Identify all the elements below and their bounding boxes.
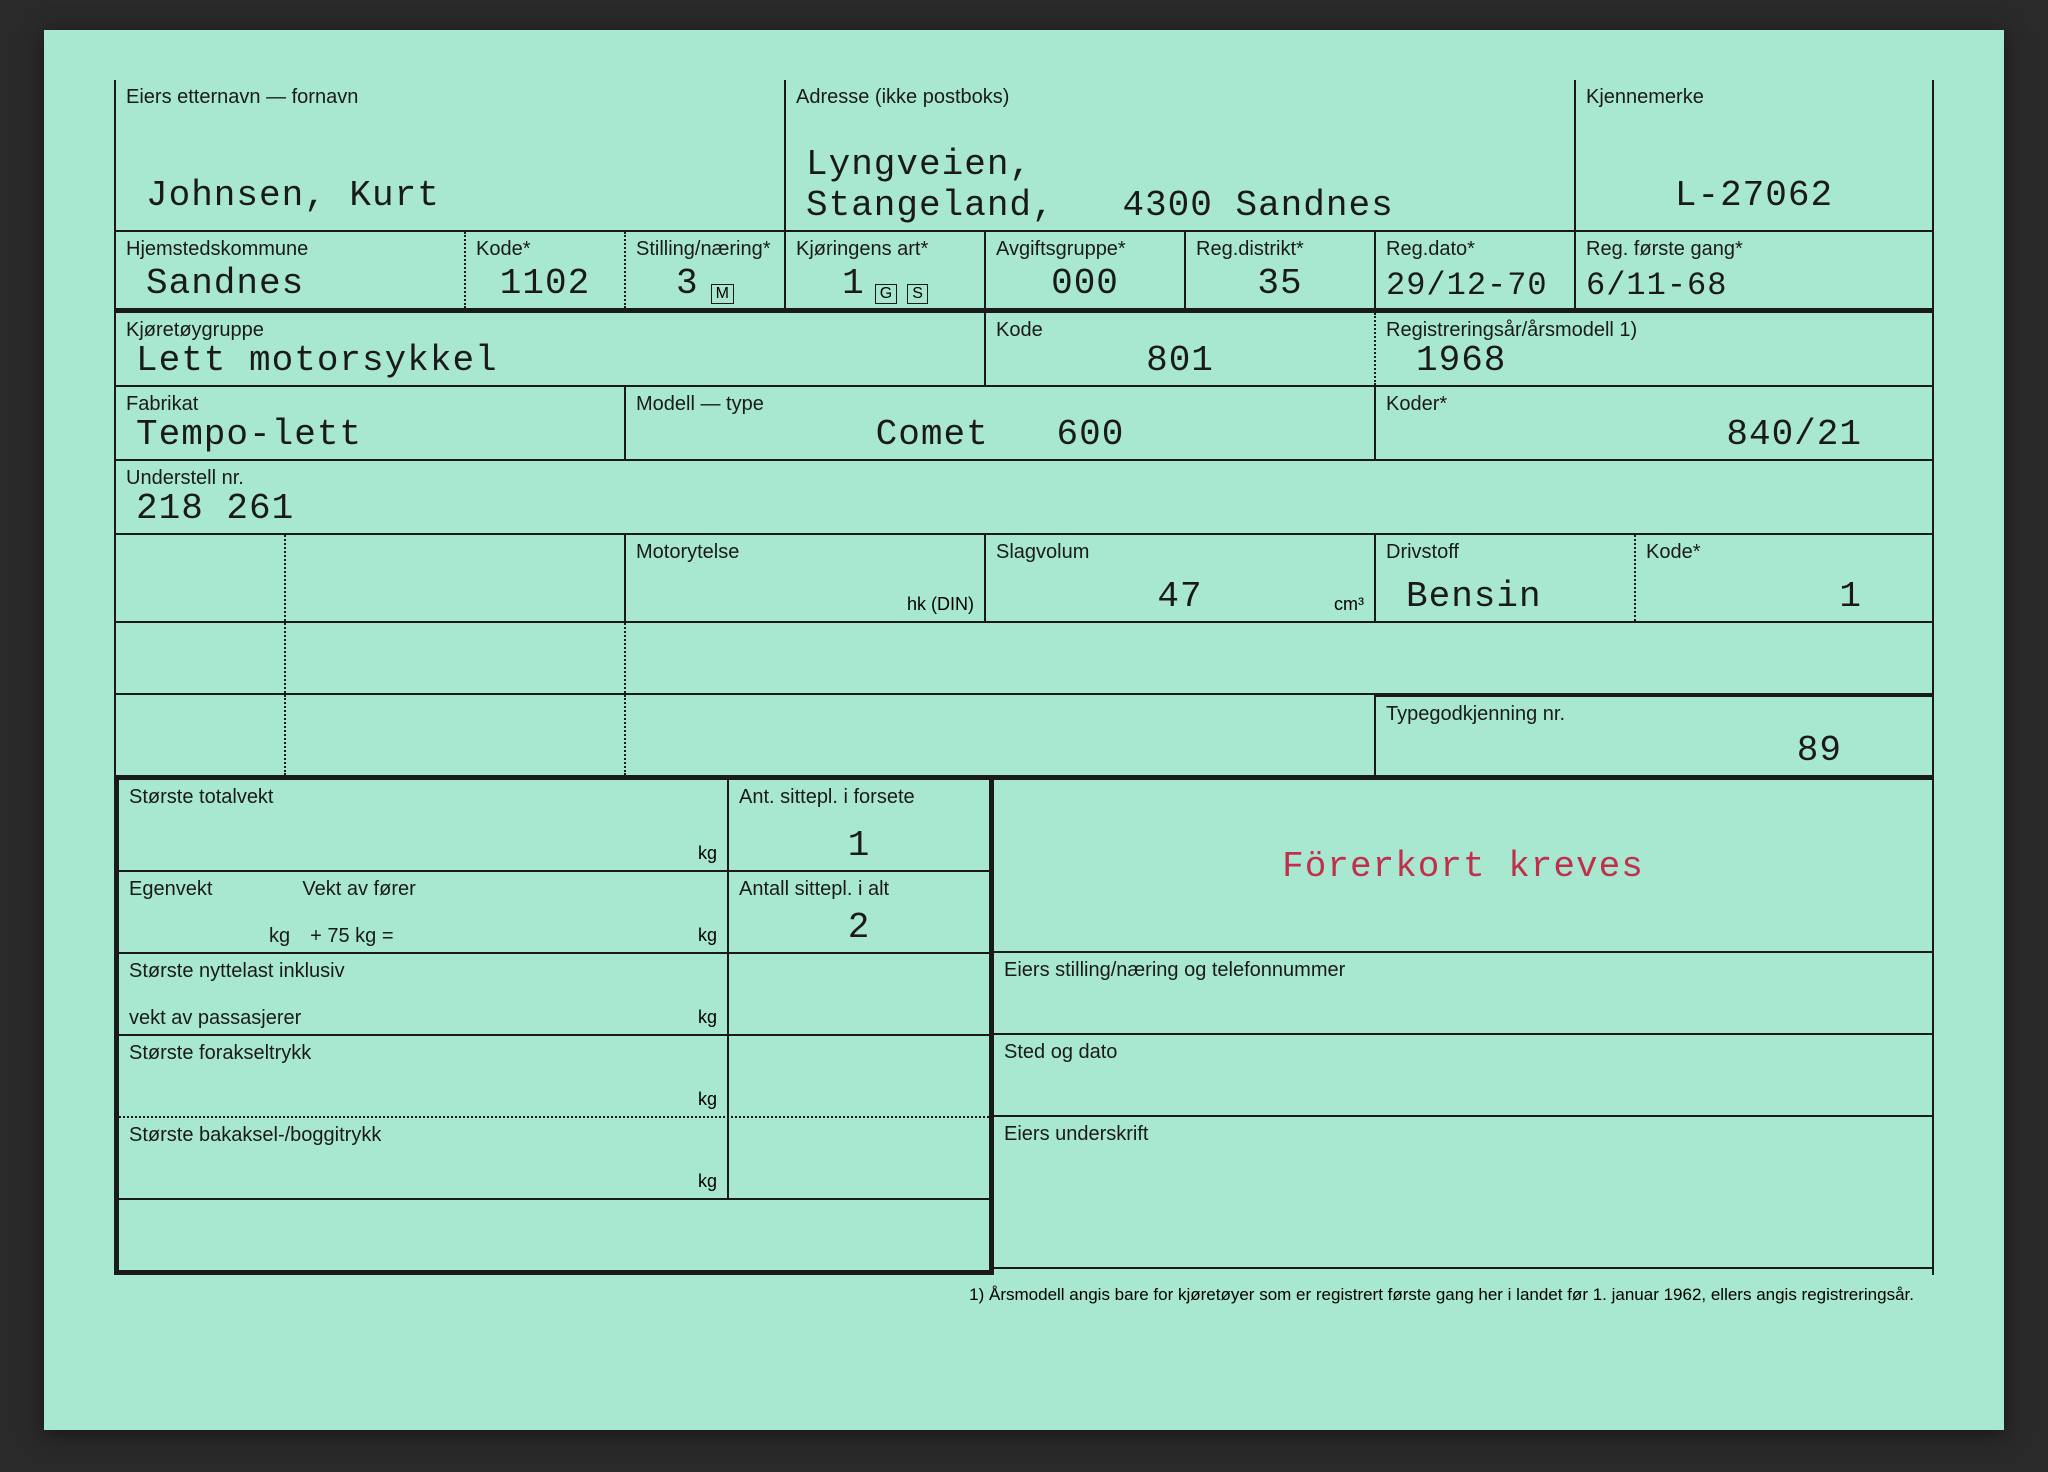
registration-card: Eiers etternavn — fornavn Johnsen, Kurt … <box>44 30 2004 1430</box>
value-reg-district: 35 <box>1196 263 1364 304</box>
label-front-seats: Ant. sittepl. i forsete <box>739 786 979 809</box>
box-m: M <box>711 284 734 304</box>
value-occupation: 3 <box>676 263 699 304</box>
value-muni-code: 1102 <box>476 263 614 304</box>
row-3: Kjøretøygruppe Lett motorsykkel Kode 801… <box>114 313 1934 387</box>
row-5: Understell nr. 218 261 <box>114 461 1934 535</box>
row-2: Hjemstedskommune Sandnes Kode* 1102 Stil… <box>114 232 1934 313</box>
unit-kg-1: kg <box>698 843 717 864</box>
label-reg-date: Reg.dato* <box>1386 238 1564 261</box>
row-7 <box>114 623 1934 695</box>
value-address-1: Lyngveien, <box>806 144 1564 185</box>
row-front-axle: Største forakseltrykk kg <box>119 1036 989 1118</box>
label-type-approval: Typegodkjenning nr. <box>1386 703 1922 726</box>
unit-kg-2: kg <box>269 925 290 948</box>
weight-section: Største totalvekt kg Ant. sittepl. i for… <box>114 775 1934 1275</box>
label-gross-weight: Største totalvekt <box>129 786 717 809</box>
value-model: Comet 600 <box>636 414 1364 455</box>
value-koder: 840/21 <box>1386 414 1922 455</box>
label-model: Modell — type <box>636 393 1364 416</box>
value-fuel-code: 1 <box>1646 576 1922 617</box>
label-rear-axle: Største bakaksel-/boggitrykk <box>129 1124 717 1147</box>
stamp-license-required: Förerkort kreves <box>1282 846 1644 887</box>
value-address-2: Stangeland, 4300 Sandnes <box>806 185 1564 226</box>
value-reg-first: 6/11-68 <box>1586 267 1922 304</box>
label-owner-occ-phone: Eiers stilling/næring og telefonnummer <box>1004 959 1922 982</box>
unit-kg-3: kg <box>698 925 717 946</box>
label-cm3: cm³ <box>1334 594 1364 615</box>
value-reg-date: 29/12-70 <box>1386 267 1564 304</box>
value-vehicle-group: Lett motorsykkel <box>126 340 974 381</box>
label-address: Adresse (ikke postboks) <box>796 86 1564 109</box>
row-gross: Største totalvekt kg Ant. sittepl. i for… <box>119 780 989 872</box>
label-occupation: Stilling/næring* <box>636 238 774 261</box>
label-vg-code: Kode <box>996 319 1364 342</box>
label-curb-weight: Egenvekt <box>129 878 212 901</box>
row-header: Eiers etternavn — fornavn Johnsen, Kurt … <box>114 80 1934 232</box>
label-plus75: + 75 kg = <box>310 925 393 948</box>
label-reg-first: Reg. første gang* <box>1586 238 1922 261</box>
row-bottom-blank <box>119 1200 989 1270</box>
label-fee-group: Avgiftsgruppe* <box>996 238 1174 261</box>
label-displacement: Slagvolum <box>996 541 1364 564</box>
label-place-date: Sted og dato <box>1004 1041 1922 1064</box>
value-vg-code: 801 <box>996 340 1364 381</box>
label-fuel-code: Kode* <box>1646 541 1922 564</box>
value-chassis: 218 261 <box>126 488 1922 529</box>
label-koder: Koder* <box>1386 393 1922 416</box>
value-reg-year: 1968 <box>1386 340 1922 381</box>
label-chassis: Understell nr. <box>126 467 1922 490</box>
value-front-seats: 1 <box>739 825 979 866</box>
footnote: 1) Årsmodell angis bare for kjøretøyer s… <box>114 1275 1934 1305</box>
label-payload2: vekt av passasjerer <box>129 1007 717 1030</box>
unit-kg-4: kg <box>698 1007 717 1028</box>
label-total-seats: Antall sittepl. i alt <box>739 878 979 901</box>
unit-kg-5: kg <box>698 1089 717 1110</box>
label-reg-year: Registreringsår/årsmodell 1) <box>1386 319 1922 342</box>
row-6: Motorytelse hk (DIN) Slagvolum 47 cm³ Dr… <box>114 535 1934 623</box>
value-plate: L-27062 <box>1586 175 1922 226</box>
label-payload: Største nyttelast inklusiv <box>129 960 717 983</box>
label-code: Kode* <box>476 238 614 261</box>
value-fuel: Bensin <box>1386 576 1624 617</box>
row-place-date: Sted og dato <box>994 1035 1932 1117</box>
label-engine-power: Motorytelse <box>636 541 974 564</box>
row-stamp: Förerkort kreves <box>994 780 1932 953</box>
value-owner-name: Johnsen, Kurt <box>126 175 774 226</box>
box-g: G <box>875 284 897 304</box>
label-reg-district: Reg.distrikt* <box>1196 238 1364 261</box>
value-municipality: Sandnes <box>126 263 454 304</box>
row-curb: Egenvekt Vekt av fører kg + 75 kg = kg A… <box>119 872 989 954</box>
label-hk: hk (DIN) <box>907 594 974 615</box>
row-owner-phone: Eiers stilling/næring og telefonnummer <box>994 953 1932 1035</box>
label-driver-weight: Vekt av fører <box>302 878 415 901</box>
box-s: S <box>907 284 928 304</box>
value-fee-group: 000 <box>996 263 1174 304</box>
label-make: Fabrikat <box>126 393 614 416</box>
row-4: Fabrikat Tempo-lett Modell — type Comet … <box>114 387 1934 461</box>
label-owner-name: Eiers etternavn — fornavn <box>126 86 774 109</box>
label-signature: Eiers underskrift <box>1004 1123 1922 1146</box>
value-displacement: 47 <box>996 576 1364 617</box>
unit-kg-6: kg <box>698 1171 717 1192</box>
row-rear-axle: Største bakaksel-/boggitrykk kg <box>119 1118 989 1200</box>
label-fuel: Drivstoff <box>1386 541 1624 564</box>
label-plate: Kjennemerke <box>1586 86 1922 109</box>
value-type-approval: 89 <box>1386 730 1922 771</box>
row-payload: Største nyttelast inklusiv vekt av passa… <box>119 954 989 1036</box>
row-signature: Eiers underskrift <box>994 1117 1932 1269</box>
row-8: Typegodkjenning nr. 89 <box>114 695 1934 775</box>
value-drive-type: 1 <box>842 263 865 304</box>
label-vehicle-group: Kjøretøygruppe <box>126 319 974 342</box>
value-total-seats: 2 <box>739 907 979 948</box>
label-drive-type: Kjøringens art* <box>796 238 974 261</box>
value-make: Tempo-lett <box>126 414 614 455</box>
label-front-axle: Største forakseltrykk <box>129 1042 717 1065</box>
label-municipality: Hjemstedskommune <box>126 238 454 261</box>
